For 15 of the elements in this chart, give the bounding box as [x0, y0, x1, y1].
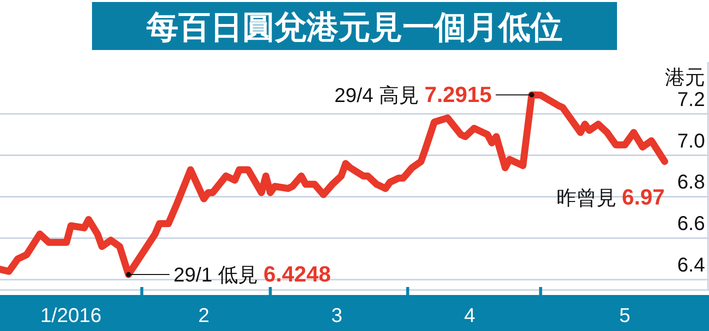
x-tick-label: 2: [198, 305, 210, 327]
x-tick-label: 3: [331, 305, 342, 327]
x-tick-label: 4: [464, 305, 476, 327]
annotation: 昨曾見 6.97: [556, 184, 665, 210]
annotation: 29/1 低見 6.4248: [174, 261, 331, 286]
annotation: 29/4 高見 7.2915: [334, 82, 492, 107]
x-tick-label: 1/2016: [40, 305, 102, 327]
chart-title: 每百日圓兌港元見一個月低位: [146, 9, 562, 45]
y-tick-label: 6.8: [677, 172, 705, 194]
y-tick-label: 7.0: [677, 130, 705, 152]
y-tick-label: 6.4: [677, 254, 705, 277]
x-tick-label: 5: [619, 305, 630, 327]
y-tick-label: 7.2: [677, 88, 705, 111]
y-axis-title: 港元: [665, 67, 705, 89]
y-tick-label: 6.6: [677, 213, 705, 236]
